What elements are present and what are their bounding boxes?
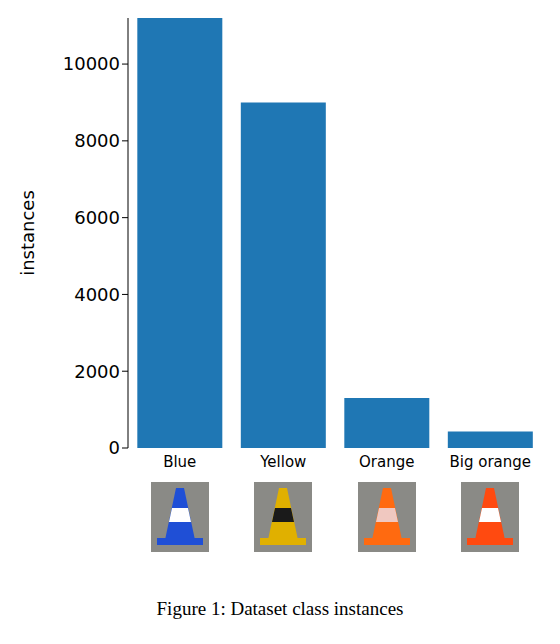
svg-text:6000: 6000 xyxy=(74,207,120,228)
svg-text:instances: instances xyxy=(17,190,38,276)
svg-text:10000: 10000 xyxy=(63,53,120,74)
svg-text:2000: 2000 xyxy=(74,361,120,382)
svg-text:8000: 8000 xyxy=(74,130,120,151)
svg-text:Yellow: Yellow xyxy=(259,453,306,471)
svg-text:4000: 4000 xyxy=(74,284,120,305)
svg-text:Big orange: Big orange xyxy=(449,453,531,471)
svg-text:Orange: Orange xyxy=(359,453,414,471)
svg-text:0: 0 xyxy=(109,437,120,458)
svg-text:Blue: Blue xyxy=(163,453,196,471)
html-text:Figure 1: Dataset class instan: Figure 1: Dataset class instances xyxy=(156,598,404,619)
